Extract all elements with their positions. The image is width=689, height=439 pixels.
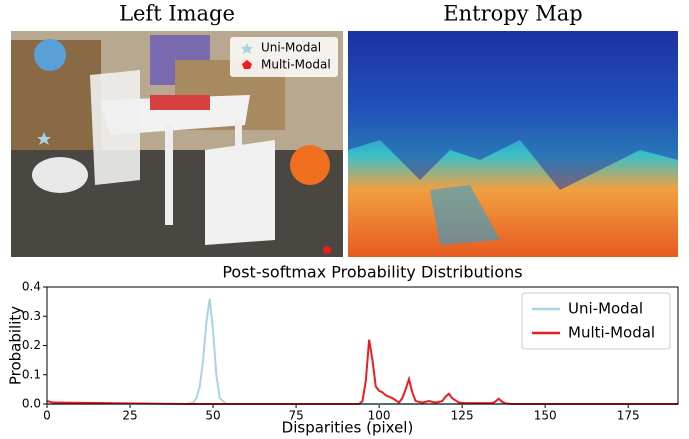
y-tick-label: 0.0 [22, 397, 41, 411]
x-tick-label: 25 [122, 409, 137, 423]
legend-label: Uni-Modal [568, 300, 643, 318]
x-tick-label: 100 [368, 409, 391, 423]
image-legend-label: Multi-Modal [261, 58, 331, 72]
y-tick-label: 0.4 [22, 280, 41, 294]
x-tick-label: 0 [43, 409, 51, 423]
line-chart: Post-softmax Probability DistributionsDi… [7, 263, 679, 437]
figure: Left Image Entropy Map Uni-Modal Multi-M… [0, 0, 689, 439]
x-tick-label: 75 [288, 409, 303, 423]
page: {"images": {"left": {"title": "Left Imag… [0, 0, 689, 439]
x-tick-label: 175 [617, 409, 640, 423]
x-tick-label: 150 [534, 409, 557, 423]
y-tick-label: 0.2 [22, 338, 41, 352]
x-tick-label: 125 [451, 409, 474, 423]
image-legend-label: Uni-Modal [261, 41, 321, 55]
chart-title: Post-softmax Probability Distributions [222, 263, 522, 282]
entropy-map [348, 31, 678, 257]
image-title: Left Image [119, 2, 235, 26]
left-image: Uni-Modal Multi-Modal [11, 31, 343, 257]
legend-label: Multi-Modal [568, 324, 655, 342]
x-tick-label: 50 [205, 409, 220, 423]
y-tick-label: 0.3 [22, 309, 41, 323]
y-tick-label: 0.1 [22, 367, 41, 381]
image-title: Entropy Map [443, 2, 582, 26]
